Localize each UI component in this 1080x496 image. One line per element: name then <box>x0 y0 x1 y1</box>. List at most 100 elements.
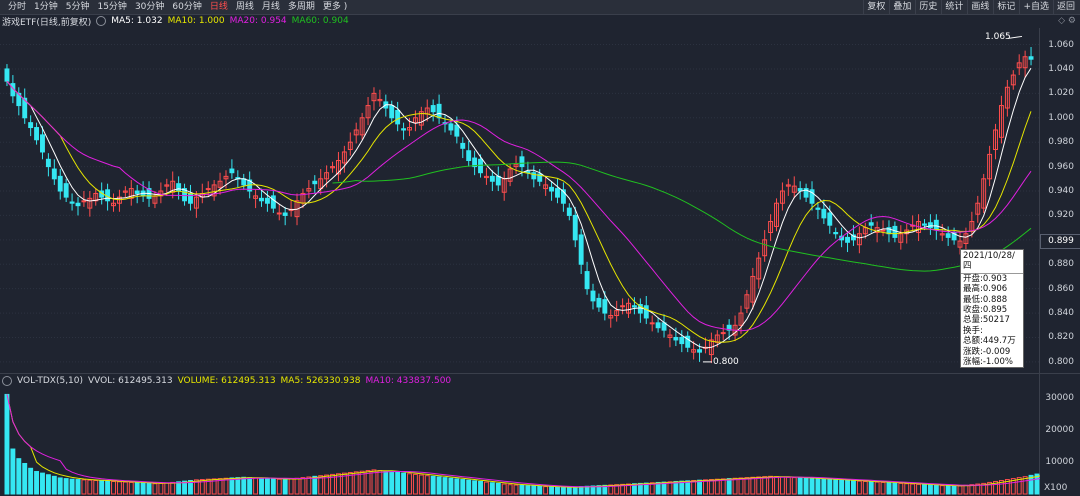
period-tab-5[interactable]: 60分钟 <box>172 2 202 12</box>
volume-bar <box>341 472 347 495</box>
volume-bar <box>264 478 270 495</box>
candle-body <box>750 275 756 303</box>
diamond-icon[interactable]: ◇ <box>1058 16 1066 26</box>
pane-divider[interactable] <box>0 373 1080 374</box>
volume-bar <box>330 473 335 495</box>
volume-bar <box>827 479 833 495</box>
candle-body <box>602 299 608 314</box>
candle-body <box>975 202 981 215</box>
candle-body <box>116 196 122 204</box>
candle-body <box>880 229 886 232</box>
volume-bar <box>957 485 963 495</box>
volume-bar <box>1028 474 1034 495</box>
volume-bar <box>158 482 164 495</box>
volume-tick-label: 10000 <box>1045 456 1074 467</box>
volume-bar <box>306 476 312 495</box>
volume-bar <box>57 477 63 495</box>
tooltip-pct: 涨幅:-1.00% <box>963 357 1013 368</box>
ma20-line <box>6 80 1032 332</box>
candle-body <box>353 129 359 136</box>
volume-bar <box>478 480 483 495</box>
candle-body <box>45 158 51 168</box>
volume-bar <box>703 479 708 495</box>
volume-bar <box>146 482 152 495</box>
candle-body <box>845 236 850 243</box>
candle-body <box>655 322 661 329</box>
volume-bar <box>898 482 904 495</box>
toolbar-button-5[interactable]: 标记 <box>993 0 1018 14</box>
candle-body <box>211 184 217 197</box>
gear-icon[interactable] <box>96 16 107 26</box>
period-tab-0[interactable]: 分时 <box>8 2 27 12</box>
volume-bar <box>708 479 714 495</box>
period-tab-8[interactable]: 月线 <box>261 2 280 12</box>
volume-bar <box>845 480 850 495</box>
candle-body <box>998 105 1004 138</box>
volume-bar <box>868 481 874 495</box>
candle-body <box>229 168 235 174</box>
candle-body <box>57 175 63 192</box>
period-tab-10[interactable]: 更多 ) <box>322 2 348 12</box>
volume-bar <box>927 484 933 495</box>
volume-bar <box>489 482 495 495</box>
settings-icon[interactable]: ⚙ <box>1067 16 1076 26</box>
volume-bar <box>418 474 424 495</box>
candle-body <box>566 207 572 216</box>
volume-bar <box>513 484 519 495</box>
price-tick-label: 1.060 <box>1048 39 1074 50</box>
period-tab-9[interactable]: 多周期 <box>287 2 315 12</box>
chart-corner-icons: ◇ ⚙ <box>1058 16 1076 26</box>
toolbar-button-1[interactable]: 叠加 <box>889 0 914 14</box>
ma10-line <box>6 80 1032 343</box>
toolbar-button-2[interactable]: 历史 <box>915 0 940 14</box>
period-tab-7[interactable]: 周线 <box>235 2 254 12</box>
volume-tick-label: 20000 <box>1045 424 1074 435</box>
candle-body <box>22 97 28 119</box>
candle-body <box>460 142 466 149</box>
volume-bar <box>643 482 649 495</box>
volume-bar <box>466 479 472 495</box>
period-tab-3[interactable]: 15分钟 <box>97 2 127 12</box>
price-tick-label: 0.860 <box>1048 283 1074 294</box>
volume-bar <box>34 471 40 495</box>
candle-body <box>69 201 75 204</box>
volume-legend: VOL-TDX(5,10) VVOL: 612495.313 VOLUME: 6… <box>2 375 456 387</box>
volume-bar <box>531 485 537 495</box>
volume-bar <box>10 448 16 495</box>
toolbar-button-4[interactable]: 画线 <box>967 0 992 14</box>
candle-body <box>525 170 531 174</box>
kline-chart[interactable] <box>0 28 1040 496</box>
period-tab-1[interactable]: 1分钟 <box>34 2 58 12</box>
ma60-value: MA60: 0.904 <box>291 16 349 26</box>
current-price-tag: 0.899 <box>1040 234 1080 250</box>
volume-bar <box>797 477 803 495</box>
period-tab-4[interactable]: 30分钟 <box>134 2 165 12</box>
tooltip-open: 开盘:0.903 <box>963 273 1008 284</box>
period-tab-6[interactable]: 日线 <box>209 2 228 12</box>
volume-bar <box>353 471 359 495</box>
candle-body <box>28 122 34 129</box>
volume-bar <box>442 477 448 495</box>
candle-body <box>223 175 229 180</box>
volume-bar <box>87 479 93 495</box>
candle-body <box>933 219 939 231</box>
toolbar-button-6[interactable]: +自选 <box>1019 0 1052 14</box>
volume-tick-label: 30000 <box>1045 392 1074 403</box>
candle-body <box>81 200 87 203</box>
volume-bar <box>318 475 324 495</box>
volume-bar <box>910 483 916 495</box>
toolbar-button-3[interactable]: 统计 <box>941 0 966 14</box>
candle-body <box>957 240 963 248</box>
candle-body <box>270 195 276 209</box>
volume-bar <box>998 480 1004 495</box>
gear-icon[interactable] <box>2 376 12 386</box>
high-pointer <box>1007 35 1023 39</box>
candle-body <box>643 305 649 319</box>
period-tab-2[interactable]: 5分钟 <box>65 2 90 12</box>
toolbar-button-7[interactable]: 返回 <box>1052 0 1078 14</box>
candle-body <box>519 156 525 168</box>
volume-bar <box>856 480 862 495</box>
candle-body <box>436 103 442 119</box>
toolbar-button-0[interactable]: 复权 <box>863 0 888 14</box>
candle-body <box>1022 56 1028 69</box>
